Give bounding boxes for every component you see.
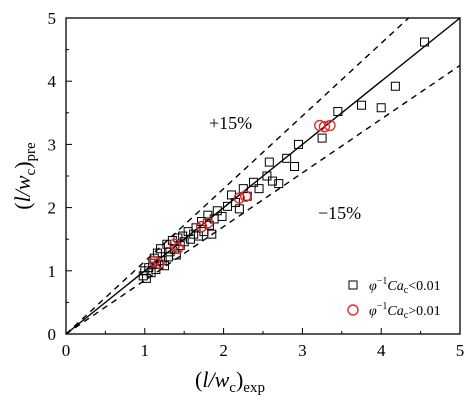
y-axis-label-sub2: pre bbox=[23, 142, 39, 161]
data-point-circle bbox=[233, 192, 246, 204]
legend-low-rel: <0.01 bbox=[408, 279, 440, 294]
data-point-square bbox=[264, 157, 274, 167]
data-point-circle bbox=[153, 257, 165, 269]
legend: φ−1Cac<0.01 φ−1Cac>0.01 bbox=[347, 276, 441, 321]
data-point-square bbox=[207, 229, 217, 239]
legend-square-marker bbox=[348, 280, 358, 290]
y-tick-label: 4 bbox=[48, 72, 57, 91]
data-point-square bbox=[212, 206, 222, 216]
legend-high-rel: >0.01 bbox=[408, 304, 440, 319]
x-tick-label: 1 bbox=[141, 341, 150, 360]
y-axis-label-sub: c bbox=[23, 168, 39, 175]
y-axis-label-main: l/w bbox=[10, 175, 35, 202]
x-axis-label-main: l/w bbox=[202, 367, 229, 392]
y-tick-label: 0 bbox=[48, 325, 57, 344]
data-point-square bbox=[171, 250, 181, 260]
data-point-square bbox=[293, 139, 303, 149]
data-point-circle bbox=[195, 220, 208, 233]
legend-low-ca: Ca bbox=[387, 279, 403, 294]
y-tick-label: 3 bbox=[48, 135, 57, 154]
x-tick-label: 5 bbox=[456, 341, 465, 360]
data-point-square bbox=[282, 153, 292, 163]
data-point-circle bbox=[239, 190, 252, 202]
legend-low-sub: c bbox=[404, 285, 409, 296]
data-point-square bbox=[267, 176, 277, 186]
x-axis-label-close: ) bbox=[236, 367, 243, 392]
data-point-square bbox=[217, 211, 227, 221]
y-tick-label: 5 bbox=[48, 9, 57, 28]
data-point-square bbox=[189, 229, 199, 239]
x-tick-label: 4 bbox=[377, 341, 386, 360]
x-axis-label-open: ( bbox=[195, 367, 202, 392]
x-tick-label: 2 bbox=[219, 341, 228, 360]
data-point-square bbox=[204, 220, 214, 230]
axis-ticks: 0 1 2 3 4 5 0 1 2 3 4 5 bbox=[48, 9, 465, 360]
legend-high-sub: c bbox=[404, 310, 409, 321]
minus-15-line bbox=[65, 64, 461, 335]
data-point-square bbox=[146, 268, 156, 278]
y-tick-label: 1 bbox=[48, 262, 57, 281]
data-point-square bbox=[357, 100, 366, 110]
data-point-square bbox=[254, 184, 264, 194]
data-point-square bbox=[262, 171, 272, 181]
data-point-square bbox=[317, 133, 327, 143]
data-point-circle bbox=[169, 238, 181, 250]
legend-label-high: φ−1Cac>0.01 bbox=[369, 301, 441, 321]
data-point-square bbox=[290, 162, 300, 172]
y-axis-label-close: ) bbox=[10, 161, 35, 168]
data-point-circle bbox=[202, 217, 214, 229]
legend-high-sup: −1 bbox=[377, 301, 388, 312]
plus-15-line bbox=[65, 17, 410, 335]
y-tick-label: 2 bbox=[48, 199, 57, 218]
legend-circle-marker bbox=[347, 304, 359, 316]
data-point-square bbox=[376, 103, 386, 113]
y-axis-label-open: ( bbox=[10, 202, 35, 209]
data-point-square bbox=[420, 37, 430, 47]
x-tick-label: 0 bbox=[62, 341, 71, 360]
data-point-square bbox=[390, 81, 400, 91]
data-point-square bbox=[160, 261, 169, 271]
legend-low-phi: φ bbox=[369, 279, 377, 294]
data-point-square bbox=[179, 237, 189, 247]
data-point-square bbox=[148, 258, 158, 268]
data-point-square bbox=[333, 107, 343, 117]
data-points bbox=[138, 37, 430, 283]
legend-high-ca: Ca bbox=[387, 304, 403, 319]
y-axis-label: (l/wc)pre bbox=[10, 142, 39, 210]
legend-low-sup: −1 bbox=[377, 276, 388, 287]
data-point-circle bbox=[324, 119, 336, 132]
x-tick-label: 3 bbox=[298, 341, 307, 360]
data-point-square bbox=[234, 204, 244, 214]
plus-15-annotation: +15% bbox=[209, 113, 252, 133]
data-point-square bbox=[141, 273, 151, 283]
legend-high-phi: φ bbox=[369, 304, 377, 319]
data-point-circle bbox=[318, 121, 331, 133]
data-point-circle bbox=[172, 242, 184, 254]
minus-15-annotation: −15% bbox=[318, 203, 361, 223]
x-axis-label: (l/wc)exp bbox=[195, 367, 265, 396]
data-point-square bbox=[249, 177, 259, 187]
legend-label-low: φ−1Cac<0.01 bbox=[369, 276, 441, 296]
x-axis-label-sub2: exp bbox=[243, 380, 265, 396]
x-axis-label-sub: c bbox=[229, 380, 236, 396]
data-point-square bbox=[274, 179, 284, 189]
data-point-square bbox=[167, 235, 177, 245]
